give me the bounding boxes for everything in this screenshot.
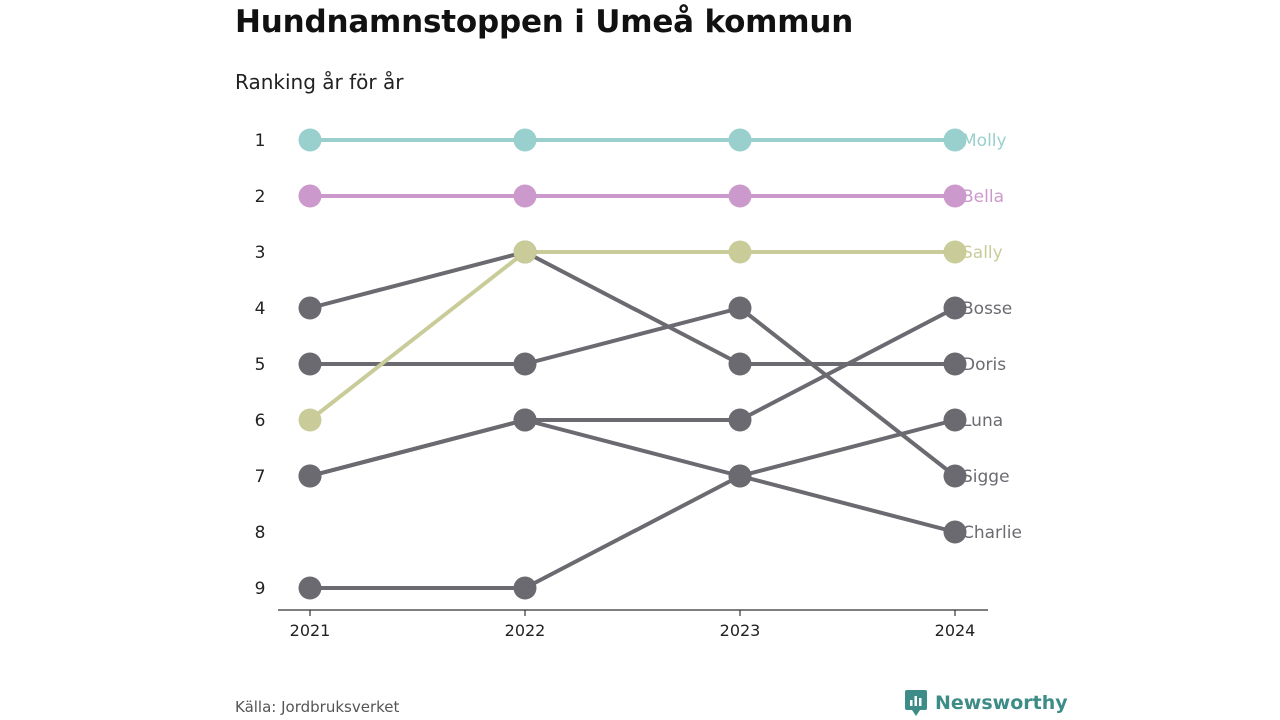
point-sally: [513, 240, 537, 264]
x-tick-label: 2023: [720, 621, 761, 640]
y-tick-label: 4: [255, 299, 266, 319]
brand-name: Newsworthy: [935, 692, 1068, 714]
y-tick-label: 3: [255, 243, 266, 263]
point-sigge: [298, 352, 322, 376]
x-tick-label: 2024: [935, 621, 976, 640]
y-tick-label: 8: [255, 523, 266, 543]
series-label-sigge: Sigge: [962, 467, 1010, 487]
point-bella: [728, 184, 752, 208]
point-luna: [513, 576, 537, 600]
series-label-molly: Molly: [962, 131, 1007, 151]
point-charlie: [513, 408, 537, 432]
point-charlie: [728, 464, 752, 488]
point-luna: [943, 408, 967, 432]
series-line-sally: [308, 250, 955, 422]
y-tick-label: 5: [255, 355, 266, 375]
series-line-sigge: [310, 306, 957, 478]
point-sigge: [513, 352, 537, 376]
point-bella: [513, 184, 537, 208]
point-bella: [943, 184, 967, 208]
x-tick-label: 2022: [505, 621, 546, 640]
point-bella: [298, 184, 322, 208]
point-charlie: [943, 520, 967, 544]
y-tick-label: 7: [255, 467, 266, 487]
series-label-bosse: Bosse: [962, 299, 1012, 319]
point-molly: [513, 128, 537, 152]
point-bosse: [943, 296, 967, 320]
point-doris: [728, 352, 752, 376]
point-sigge: [728, 296, 752, 320]
point-doris: [943, 352, 967, 376]
series-line-charlie: [309, 418, 956, 534]
series-label-bella: Bella: [962, 187, 1004, 207]
point-bosse: [728, 408, 752, 432]
point-doris: [298, 296, 322, 320]
brand-logo[interactable]: Newsworthy: [905, 690, 1068, 716]
y-tick-label: 2: [255, 187, 266, 207]
chart-subtitle: Ranking år för år: [235, 70, 404, 94]
series-label-sally: Sally: [962, 243, 1003, 263]
point-molly: [728, 128, 752, 152]
series-label-doris: Doris: [962, 355, 1006, 375]
point-charlie: [298, 464, 322, 488]
chart-title: Hundnamnstoppen i Umeå kommun: [235, 4, 854, 40]
newsworthy-logo-icon: [905, 690, 927, 716]
series-label-luna: Luna: [962, 411, 1003, 431]
point-molly: [298, 128, 322, 152]
point-sally: [728, 240, 752, 264]
y-tick-label: 1: [255, 131, 266, 151]
point-sigge: [943, 464, 967, 488]
x-tick-label: 2021: [290, 621, 331, 640]
point-molly: [943, 128, 967, 152]
series-line-doris: [309, 250, 955, 366]
y-tick-label: 9: [255, 579, 266, 599]
series-label-charlie: Charlie: [962, 523, 1022, 543]
y-tick-label: 6: [255, 411, 266, 431]
point-sally: [298, 408, 322, 432]
point-luna: [298, 576, 322, 600]
point-sally: [943, 240, 967, 264]
source-note: Källa: Jordbruksverket: [235, 698, 400, 716]
series-line-luna: [310, 418, 956, 590]
